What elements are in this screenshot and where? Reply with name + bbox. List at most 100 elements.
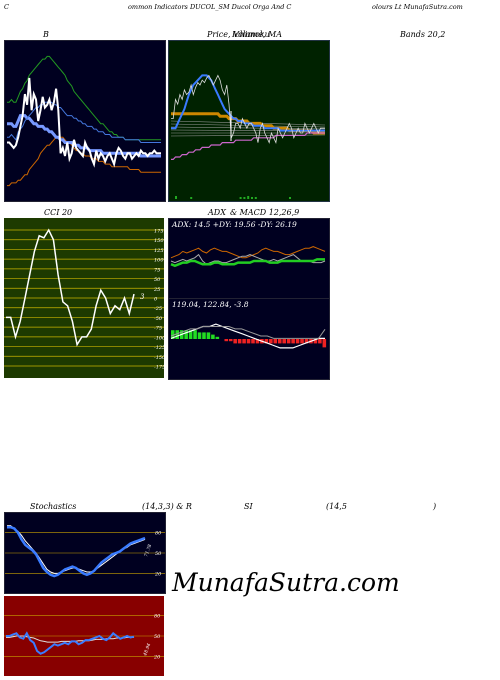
macd-readout: 119.04, 122.84, -3.8: [172, 300, 249, 309]
stoch-panel: 80 50 20 71.78: [4, 512, 166, 594]
adx-chart: [170, 246, 326, 268]
price-title-overlay: Ichimoku: [232, 30, 270, 39]
macd-histogram-bar: [295, 339, 300, 344]
stoch-title-e: ): [433, 502, 437, 511]
cci-panel: 175 150 125 100 75 50 25 0 -25 -50 -75 -100 -125 -150…: [4, 218, 164, 378]
macd-histogram-bar: [246, 339, 251, 344]
macd-histogram-bar: [184, 330, 188, 339]
watermark: MunafaSutra.com: [172, 568, 400, 597]
rsi-line: [6, 631, 135, 655]
price-chart: [170, 74, 326, 199]
stoch-title-a: Stochastics: [30, 502, 77, 511]
macd-histogram-bar: [193, 330, 197, 339]
macd-histogram-bar: [255, 339, 260, 344]
cci-tick-label: -50: [154, 316, 163, 322]
price-panel: [168, 40, 330, 202]
macd-histogram-bar: [264, 339, 269, 344]
macd-histogram-bar: [322, 339, 327, 348]
bb-title-b: Bands 20,2: [400, 30, 446, 39]
bb-ma-line: [7, 101, 161, 143]
cci-tick-label: -25: [154, 306, 162, 312]
rsi-tick-label: 50: [154, 634, 161, 640]
rsi-value-label: 48.94: [142, 642, 152, 657]
rsi-tick-label: 80: [154, 614, 161, 620]
macd-histogram-bar: [242, 339, 246, 344]
macd-histogram-bar: [237, 339, 242, 344]
cci-tick-label: 50: [154, 277, 161, 283]
cci-tick-label: 25: [153, 287, 160, 293]
cci-tick-label: 0: [154, 297, 158, 303]
stoch-title-c: SI: [244, 502, 253, 511]
adx-readout: ADX: 14.5 +DY: 19.56 -DY: 26.19: [172, 220, 297, 229]
bollinger-panel: [4, 40, 166, 202]
adx-panel: ADX: 14.5 +DY: 19.56 -DY: 26.19: [168, 218, 330, 300]
volume-bar: [243, 197, 246, 199]
macd-histogram-bar: [233, 339, 237, 344]
cci-tick-label: -75: [154, 326, 162, 332]
macd-histogram-bar: [202, 332, 206, 339]
header-site: olours Lt MunafaSutra.com: [372, 3, 463, 11]
volume-bar: [254, 197, 257, 199]
bb-title-a: B: [43, 30, 49, 39]
macd-histogram-bar: [286, 339, 291, 344]
macd-histogram-bar: [277, 339, 282, 344]
cci-tick-label: -100: [154, 335, 164, 341]
cci-line: [6, 228, 135, 347]
header-left: C: [4, 3, 9, 11]
cci-tick-label: 150: [154, 238, 164, 244]
macd-histogram-bar: [291, 339, 295, 344]
cci-value-label: 3: [140, 293, 145, 301]
cci-tick-label: -175: [154, 365, 164, 371]
adx-minus-di-line: [170, 246, 326, 259]
stochastics-chart: 80 50 20 71.78: [5, 525, 165, 578]
bb-price-line: [7, 77, 161, 168]
macd-histogram-bar: [282, 339, 286, 344]
adx-title-a: ADX: [208, 208, 226, 217]
price-title: Price, Volume, MA: [207, 30, 283, 39]
macd-histogram-bar: [304, 339, 309, 344]
macd-histogram-bar: [269, 339, 273, 344]
rsi-ma-line: [6, 635, 134, 643]
volume-bar: [289, 197, 291, 199]
macd-histogram-bar: [215, 336, 220, 339]
volume-bar: [175, 196, 177, 199]
macd-histogram-bar: [228, 339, 233, 342]
macd-histogram-bar: [197, 332, 202, 339]
cci-tick-label: 175: [154, 229, 164, 235]
macd-histogram-bar: [318, 339, 322, 344]
macd-histogram-bar: [171, 330, 175, 339]
rsi-tick-label: 20: [153, 654, 161, 660]
adx-title-b: & MACD 12,26,9: [230, 208, 300, 217]
macd-histogram-bar: [188, 330, 193, 339]
volume-bar: [239, 197, 242, 199]
stoch-tick-label: 50: [155, 551, 162, 557]
macd-histogram-bar: [313, 339, 318, 344]
cci-tick-label: 100: [154, 258, 164, 264]
cci-tick-label: -125: [154, 345, 164, 351]
volume-bar: [251, 197, 253, 199]
price-close-line: [171, 74, 325, 144]
price-ma-thin-line: [170, 126, 326, 130]
macd-histogram-bar: [300, 339, 304, 344]
stoch-title-d: (14,5: [326, 502, 347, 511]
macd-panel: 119.04, 122.84, -3.8: [168, 298, 330, 380]
cci-tick-label: 75: [154, 267, 160, 273]
rsi-panel: 80 50 20 48.94: [4, 596, 164, 676]
cci-title: CCI 20: [44, 208, 73, 217]
volume-bar: [190, 197, 193, 199]
macd-histogram-bar: [175, 330, 180, 339]
stoch-title-b: (14,3,3) & R: [142, 502, 192, 511]
cci-tick-label: -150: [154, 355, 164, 361]
adx-line: [170, 258, 325, 268]
adx-plus-di-line: [170, 253, 326, 265]
macd-histogram-bar: [251, 339, 255, 344]
volume-bar: [247, 196, 250, 199]
macd-histogram-bar: [224, 339, 229, 342]
macd-histogram-bar: [206, 332, 211, 339]
stoch-k-line: [7, 525, 146, 578]
stoch-tick-label: 80: [155, 531, 162, 537]
bollinger-chart: [7, 55, 161, 187]
cci-tick-label: 125: [154, 248, 164, 254]
price-ma-magenta-line: [171, 132, 325, 160]
